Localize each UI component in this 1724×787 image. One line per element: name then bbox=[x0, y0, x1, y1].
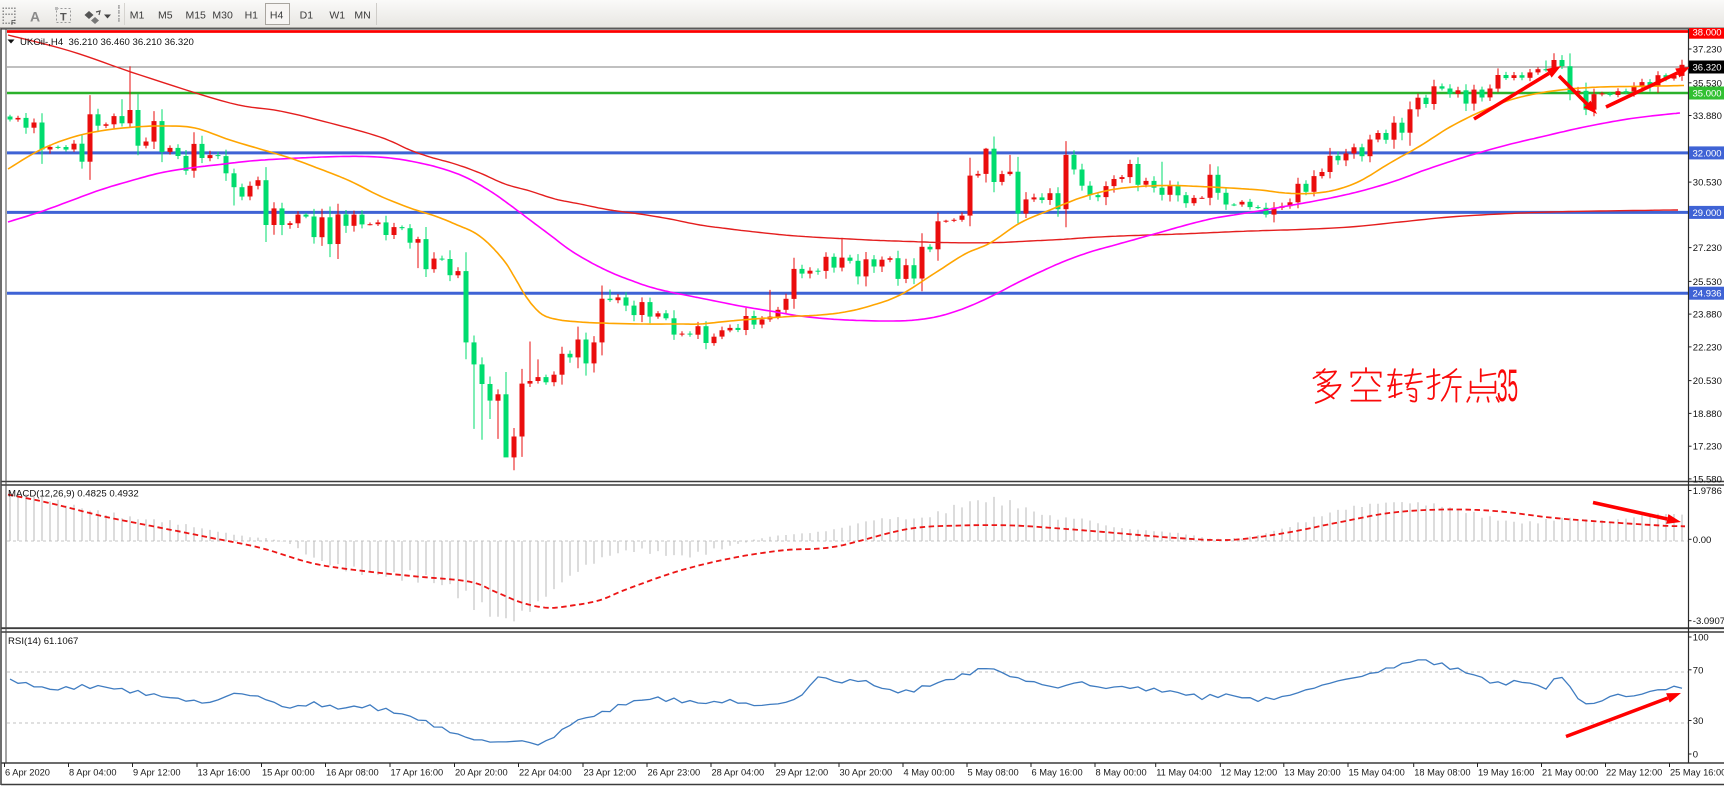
svg-text:35: 35 bbox=[1497, 362, 1518, 412]
svg-text:6 May 16:00: 6 May 16:00 bbox=[1032, 768, 1083, 778]
svg-text:25 May 16:00: 25 May 16:00 bbox=[1670, 768, 1724, 778]
svg-text:9 Apr 12:00: 9 Apr 12:00 bbox=[133, 768, 181, 778]
svg-text:H1: H1 bbox=[245, 10, 259, 22]
svg-text:29 Apr 12:00: 29 Apr 12:00 bbox=[776, 768, 829, 778]
svg-text:M15: M15 bbox=[185, 10, 206, 22]
svg-text:13 May 20:00: 13 May 20:00 bbox=[1284, 768, 1340, 778]
svg-text:23 Apr 12:00: 23 Apr 12:00 bbox=[584, 768, 637, 778]
svg-text:21 May 00:00: 21 May 00:00 bbox=[1542, 768, 1598, 778]
svg-text:19 May 16:00: 19 May 16:00 bbox=[1478, 768, 1534, 778]
svg-text:6 Apr 2020: 6 Apr 2020 bbox=[5, 768, 50, 778]
svg-text:A: A bbox=[30, 9, 40, 25]
svg-text:T: T bbox=[60, 12, 67, 24]
svg-text:0: 0 bbox=[1693, 750, 1698, 761]
svg-text:15 Apr 00:00: 15 Apr 00:00 bbox=[262, 768, 315, 778]
svg-text:MACD(12,26,9) 0.4825 0.4932: MACD(12,26,9) 0.4825 0.4932 bbox=[8, 489, 139, 500]
svg-text:M30: M30 bbox=[212, 10, 233, 22]
svg-text:17.230: 17.230 bbox=[1693, 442, 1722, 453]
svg-text:F: F bbox=[11, 18, 16, 27]
svg-text:28 Apr 04:00: 28 Apr 04:00 bbox=[712, 768, 765, 778]
svg-text:H4: H4 bbox=[270, 10, 284, 22]
svg-text:16 Apr 08:00: 16 Apr 08:00 bbox=[326, 768, 379, 778]
svg-text:38.000: 38.000 bbox=[1693, 28, 1722, 39]
svg-text:36.320: 36.320 bbox=[1693, 63, 1722, 74]
svg-text:100: 100 bbox=[1693, 633, 1709, 644]
svg-text:37.230: 37.230 bbox=[1693, 45, 1722, 56]
svg-text:30.530: 30.530 bbox=[1693, 178, 1722, 189]
svg-text:-3.0907: -3.0907 bbox=[1693, 616, 1724, 627]
svg-text:20 Apr 20:00: 20 Apr 20:00 bbox=[455, 768, 508, 778]
svg-text:32.000: 32.000 bbox=[1693, 148, 1722, 159]
svg-text:18.880: 18.880 bbox=[1693, 409, 1722, 420]
svg-text:RSI(14) 61.1067: RSI(14) 61.1067 bbox=[8, 636, 78, 647]
svg-text:26 Apr 23:00: 26 Apr 23:00 bbox=[648, 768, 701, 778]
svg-text:27.230: 27.230 bbox=[1693, 243, 1722, 254]
svg-text:15.580: 15.580 bbox=[1693, 474, 1722, 485]
svg-text:25.530: 25.530 bbox=[1693, 277, 1722, 288]
svg-text:4 May 00:00: 4 May 00:00 bbox=[904, 768, 955, 778]
svg-text:23.880: 23.880 bbox=[1693, 310, 1722, 321]
svg-text:0.00: 0.00 bbox=[1693, 535, 1712, 546]
svg-text:13 Apr 16:00: 13 Apr 16:00 bbox=[198, 768, 251, 778]
svg-text:UKOil-,H4 36.210 36.460 36.21: UKOil-,H4 36.210 36.460 36.210 36.320 bbox=[20, 37, 194, 48]
svg-text:29.000: 29.000 bbox=[1693, 208, 1722, 219]
svg-text:30: 30 bbox=[1693, 716, 1704, 727]
svg-text:70: 70 bbox=[1693, 665, 1704, 676]
svg-text:24.936: 24.936 bbox=[1693, 289, 1722, 300]
svg-text:17 Apr 16:00: 17 Apr 16:00 bbox=[391, 768, 444, 778]
svg-text:11 May 04:00: 11 May 04:00 bbox=[1156, 768, 1212, 778]
svg-text:M5: M5 bbox=[158, 10, 173, 22]
svg-text:33.880: 33.880 bbox=[1693, 111, 1722, 122]
svg-text:20.530: 20.530 bbox=[1693, 376, 1722, 387]
svg-text:22 May 12:00: 22 May 12:00 bbox=[1606, 768, 1662, 778]
svg-text:W1: W1 bbox=[329, 10, 345, 22]
svg-text:35.530: 35.530 bbox=[1693, 78, 1722, 89]
svg-text:D1: D1 bbox=[300, 10, 314, 22]
svg-text:MN: MN bbox=[354, 10, 370, 22]
svg-text:M1: M1 bbox=[130, 10, 145, 22]
svg-text:8 May 00:00: 8 May 00:00 bbox=[1096, 768, 1147, 778]
svg-text:18 May 08:00: 18 May 08:00 bbox=[1414, 768, 1470, 778]
svg-text:1.9786: 1.9786 bbox=[1693, 486, 1722, 497]
svg-text:35.000: 35.000 bbox=[1693, 89, 1722, 100]
svg-text:8 Apr 04:00: 8 Apr 04:00 bbox=[69, 768, 117, 778]
svg-text:12 May 12:00: 12 May 12:00 bbox=[1221, 768, 1277, 778]
svg-text:22.230: 22.230 bbox=[1693, 342, 1722, 353]
svg-text:22 Apr 04:00: 22 Apr 04:00 bbox=[519, 768, 572, 778]
svg-text:15 May 04:00: 15 May 04:00 bbox=[1349, 768, 1405, 778]
svg-text:5 May 08:00: 5 May 08:00 bbox=[968, 768, 1019, 778]
svg-text:30 Apr 20:00: 30 Apr 20:00 bbox=[840, 768, 893, 778]
